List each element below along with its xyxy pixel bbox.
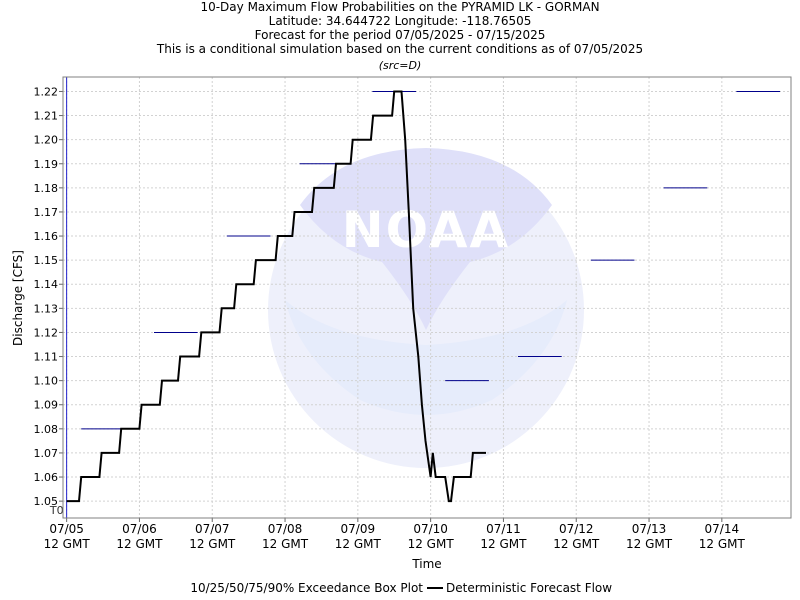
t0-label: T0	[49, 504, 64, 517]
y-tick-label: 1.19	[34, 158, 59, 171]
x-tick-label-time: 12 GMT	[480, 537, 527, 551]
chart-title-line-1: 10-Day Maximum Flow Probabilities on the…	[200, 0, 599, 14]
y-tick-label: 1.11	[34, 351, 59, 364]
y-tick-label: 1.09	[34, 399, 59, 412]
x-tick-label-date: 07/12	[559, 522, 594, 536]
x-tick-label-time: 12 GMT	[44, 537, 91, 551]
y-tick-label: 1.05	[34, 495, 59, 508]
y-tick-label: 1.20	[34, 134, 59, 147]
x-tick-label-time: 12 GMT	[262, 537, 309, 551]
legend: 10/25/50/75/90% Exceedance Box Plot Dete…	[190, 581, 612, 595]
x-tick-label-date: 07/05	[49, 522, 84, 536]
chart-subtitle: (src=D)	[379, 59, 422, 72]
chart-title-line-4: This is a conditional simulation based o…	[156, 42, 643, 56]
x-tick-label-time: 12 GMT	[626, 537, 673, 551]
x-tick-label-time: 12 GMT	[408, 537, 455, 551]
x-tick-label-date: 07/13	[632, 522, 667, 536]
y-tick-label: 1.21	[34, 110, 59, 123]
y-tick-label: 1.10	[34, 375, 59, 388]
y-axis-label: Discharge [CFS]	[11, 250, 25, 346]
noaa-watermark-logo: NOAA	[268, 148, 584, 468]
x-tick-label-time: 12 GMT	[699, 537, 746, 551]
x-tick-label-time: 12 GMT	[553, 537, 600, 551]
legend-line-label: Deterministic Forecast Flow	[446, 581, 612, 595]
x-tick-label-time: 12 GMT	[116, 537, 163, 551]
x-tick-label-date: 07/11	[486, 522, 521, 536]
y-tick-label: 1.12	[34, 326, 59, 339]
y-tick-label: 1.13	[34, 302, 59, 315]
y-tick-label: 1.14	[34, 278, 59, 291]
x-axis-label: Time	[411, 557, 441, 571]
watermark-text: NOAA	[342, 201, 510, 259]
y-tick-label: 1.08	[34, 423, 59, 436]
x-tick-label-time: 12 GMT	[335, 537, 382, 551]
y-tick-label: 1.07	[34, 447, 59, 460]
x-tick-label-date: 07/08	[268, 522, 303, 536]
t0-marker: T0	[49, 77, 68, 518]
chart-title-line-2: Latitude: 34.644722 Longitude: -118.7650…	[269, 14, 532, 28]
legend-box-plot-label: 10/25/50/75/90% Exceedance Box Plot	[190, 581, 423, 595]
y-tick-label: 1.18	[34, 182, 59, 195]
chart-title-block: 10-Day Maximum Flow Probabilities on the…	[156, 0, 643, 72]
y-tick-label: 1.15	[34, 254, 59, 267]
y-tick-label: 1.22	[34, 85, 59, 98]
axes: 1.05 1.06 1.07 1.08 1.09 1.10 1.11 1.12 1.13 1.14…	[34, 76, 792, 551]
x-tick-label-date: 07/09	[341, 522, 376, 536]
series-line-deterministic	[66, 90, 486, 503]
x-tick-label-date: 07/10	[413, 522, 448, 536]
y-tick-label: 1.16	[34, 230, 59, 243]
x-tick-label-time: 12 GMT	[189, 537, 236, 551]
series-layer	[66, 90, 486, 503]
y-tick-label: 1.06	[34, 471, 59, 484]
x-tick-label-date: 07/14	[705, 522, 740, 536]
x-tick-label-date: 07/07	[195, 522, 230, 536]
plot-frame	[62, 76, 792, 519]
chart-title-line-3: Forecast for the period 07/05/2025 - 07/…	[255, 28, 546, 42]
y-tick-label: 1.17	[34, 206, 59, 219]
x-tick-label-date: 07/06	[122, 522, 157, 536]
